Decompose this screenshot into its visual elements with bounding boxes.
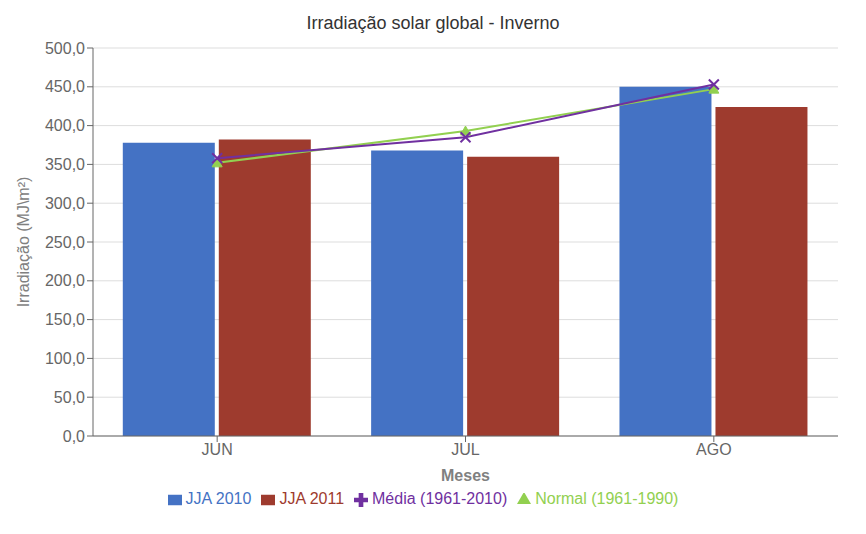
svg-text:100,0: 100,0 (45, 350, 85, 367)
html-text:Normal (1961-1990): Normal (1961-1990) (535, 490, 679, 507)
svg-text:450,0: 450,0 (45, 78, 85, 95)
svg-text:Meses: Meses (441, 467, 490, 484)
svg-text:200,0: 200,0 (45, 272, 85, 289)
html-text:Média (1961-2010): Média (1961-2010) (372, 490, 508, 507)
svg-text:Irradiação (MJ\m²): Irradiação (MJ\m²) (15, 177, 32, 308)
svg-text:50,0: 50,0 (54, 389, 85, 406)
svg-text:JUL: JUL (451, 441, 480, 458)
svg-text:JUN: JUN (202, 441, 233, 458)
html-text:JJA 2011: JJA 2011 (279, 490, 344, 507)
svg-text:150,0: 150,0 (45, 311, 85, 328)
svg-text:300,0: 300,0 (45, 195, 85, 212)
svg-text:350,0: 350,0 (45, 156, 85, 173)
html-text:JJA 2010: JJA 2010 (185, 490, 252, 507)
svg-text:250,0: 250,0 (45, 234, 85, 251)
svg-text:500,0: 500,0 (45, 40, 85, 57)
svg-text:0,0: 0,0 (63, 428, 85, 445)
html-text:Irradiação solar global - Inve: Irradiação solar global - Inverno (306, 13, 560, 33)
svg-text:AGO: AGO (696, 441, 732, 458)
svg-text:400,0: 400,0 (45, 117, 85, 134)
